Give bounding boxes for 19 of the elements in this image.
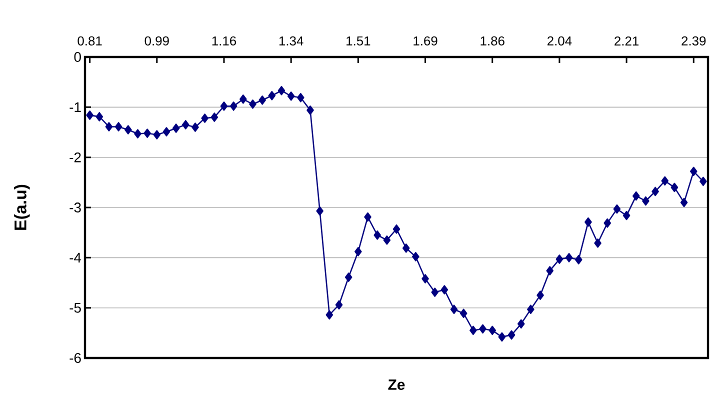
- x-tick-label: 0.81: [78, 36, 102, 46]
- x-tick-label: 2.21: [614, 36, 639, 46]
- y-tick-label: -6: [70, 353, 81, 363]
- x-tick-label: 1.86: [480, 36, 504, 46]
- x-tick-label: 2.39: [682, 36, 706, 46]
- x-tick-label: 1.69: [414, 36, 438, 46]
- y-tick-label: -2: [70, 152, 81, 162]
- x-axis-title: Ze: [388, 380, 405, 390]
- x-tick-label: 0.99: [144, 36, 169, 46]
- y-tick-label: -3: [70, 202, 81, 212]
- y-tick-label: -4: [70, 252, 82, 262]
- x-tick-label: 2.04: [548, 36, 572, 46]
- y-tick-label: 0: [74, 52, 81, 62]
- x-tick-label: 1.51: [346, 36, 370, 46]
- x-tick-label: 1.16: [212, 36, 236, 46]
- y-tick-label: -5: [70, 302, 81, 313]
- y-axis-title: E(a.u): [14, 184, 30, 230]
- y-tick-label: -1: [70, 102, 81, 112]
- x-tick-label: 1.34: [279, 36, 304, 46]
